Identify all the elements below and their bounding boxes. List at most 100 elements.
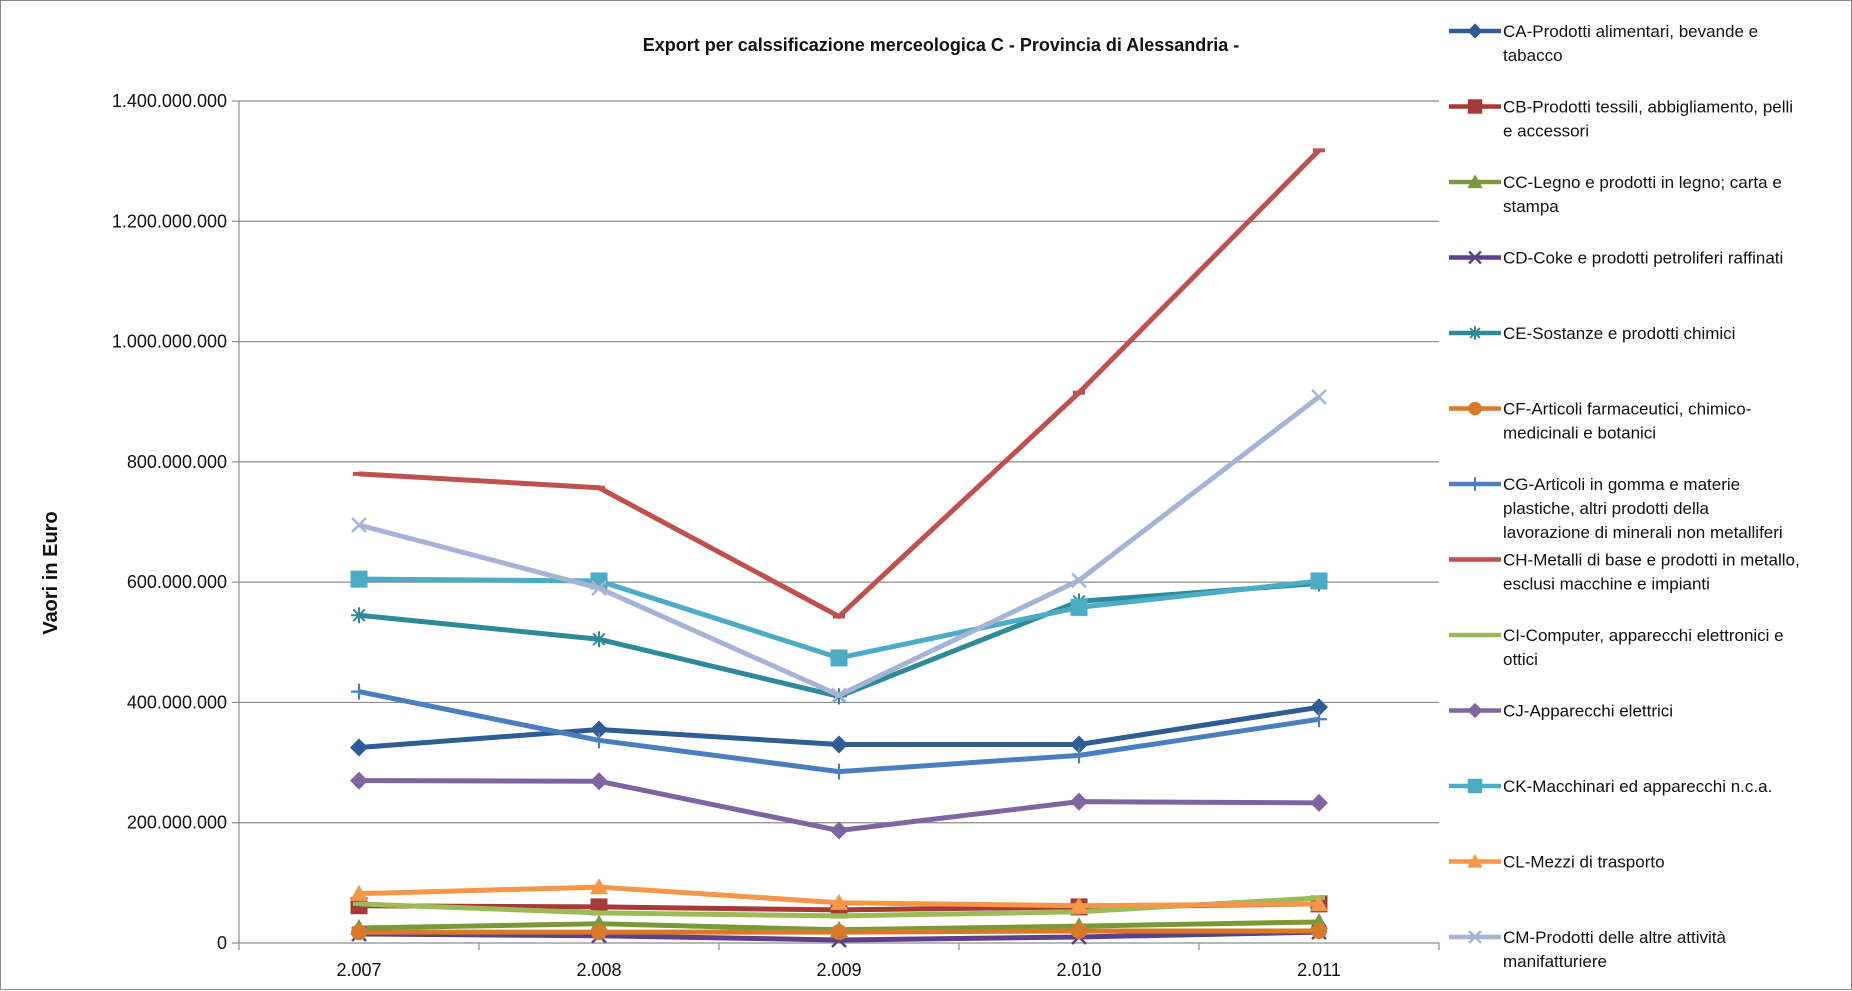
legend-label-line: CF-Articoli farmaceutici, chimico- (1503, 400, 1751, 419)
legend-label-line: CE-Sostanze e prodotti chimici (1503, 324, 1735, 343)
data-point-marker (1467, 99, 1483, 114)
legend-label-line: CI-Computer, apparecchi elettronici e (1503, 626, 1784, 645)
data-point-marker (590, 720, 608, 739)
data-point-marker (591, 924, 607, 941)
series-10 (350, 771, 1328, 840)
series-11 (350, 570, 1328, 667)
data-point-marker (1311, 922, 1327, 939)
legend-label-line: CC-Legno e prodotti in legno; carta e (1503, 173, 1782, 192)
data-point-marker (830, 893, 848, 910)
data-point-marker (350, 884, 368, 901)
legend-label-line: medicinali e botanici (1503, 424, 1656, 443)
legend-entry: CD-Coke e prodotti petroliferi raffinati (1449, 249, 1783, 268)
legend-entry: CH-Metalli di base e prodotti in metallo… (1449, 551, 1800, 594)
data-point-marker (1310, 698, 1328, 717)
y-tick-label: 200.000.000 (127, 813, 227, 833)
legend-label-line: tabacco (1503, 46, 1563, 65)
y-tick-label: 400.000.000 (127, 692, 227, 712)
legend-label-line: esclusi macchine e impianti (1503, 575, 1710, 594)
legend-label: CG-Articoli in gomma e materie plastiche,… (1503, 475, 1783, 542)
series-8 (353, 148, 1325, 619)
chart-title: Export per calssificazione merceologica … (643, 35, 1240, 55)
data-point-marker (590, 772, 608, 791)
data-point-marker (830, 649, 848, 667)
series-line (358, 148, 1321, 619)
legend-label-line: CA-Prodotti alimentari, bevande e (1503, 22, 1758, 41)
legend-label-line: ottici (1503, 650, 1538, 669)
legend-entry: CF-Articoli farmaceutici, chimico-medici… (1449, 400, 1751, 443)
legend-label-line: CG-Articoli in gomma e materie (1503, 475, 1740, 494)
series-lines (350, 148, 1328, 948)
series-6 (351, 922, 1327, 941)
data-point-marker (1467, 702, 1483, 719)
data-point-marker (1468, 250, 1482, 265)
x-tick-label: 2.008 (576, 960, 621, 980)
legend-entry: CM-Prodotti delle altre attività manifatt… (1449, 928, 1727, 971)
data-point-marker (1310, 894, 1328, 912)
data-point-marker (1311, 711, 1327, 728)
data-point-marker (351, 683, 367, 700)
data-point-marker (1071, 747, 1087, 764)
data-point-marker (1070, 896, 1088, 913)
legend-label-line: CL-Mezzi di trasporto (1503, 853, 1665, 872)
y-tick-label: 1.400.000.000 (112, 91, 227, 111)
series-line (358, 580, 1320, 699)
legend-label: CC-Legno e prodotti in legno; carta e sta… (1503, 173, 1782, 216)
data-point-marker (831, 687, 847, 704)
data-point-marker (351, 924, 367, 941)
data-point-marker (1467, 778, 1483, 794)
x-tick-label: 2.007 (336, 960, 381, 980)
legend-entry: CL-Mezzi di trasporto (1449, 853, 1665, 872)
legend-label-line: CM-Prodotti delle altre attività (1503, 928, 1727, 947)
data-point-marker (830, 821, 848, 840)
data-point-marker (1071, 922, 1087, 939)
data-point-marker (350, 771, 368, 790)
data-point-marker (350, 738, 368, 757)
legend-label: CF-Articoli farmaceutici, chimico-medici… (1503, 400, 1751, 443)
data-point-marker (1071, 572, 1087, 589)
data-point-marker (350, 570, 368, 588)
data-point-marker (1310, 793, 1328, 812)
data-point-marker (591, 631, 607, 648)
data-point-marker (1070, 792, 1088, 811)
data-point-marker (831, 763, 847, 780)
series-12 (350, 878, 1328, 913)
data-point-marker (1070, 735, 1088, 754)
data-point-marker (1467, 853, 1483, 868)
legend-entry: CK-Macchinari ed apparecchi n.c.a. (1449, 777, 1772, 796)
legend-label-line: plastiche, altri prodotti della (1503, 499, 1710, 518)
legend-entry: CC-Legno e prodotti in legno; carta e sta… (1449, 173, 1782, 216)
legend-label-line: CD-Coke e prodotti petroliferi raffinati (1503, 249, 1783, 268)
x-tick-label: 2.009 (816, 960, 861, 980)
y-tick-label: 600.000.000 (127, 572, 227, 592)
legend-label: CE-Sostanze e prodotti chimici (1503, 324, 1735, 343)
series-13 (351, 389, 1327, 704)
data-point-marker (1467, 174, 1483, 189)
legend-label-line: CB-Prodotti tessili, abbigliamento, pell… (1503, 98, 1793, 117)
y-tick-label: 1.200.000.000 (112, 211, 227, 231)
legend-entry: CI-Computer, apparecchi elettronici e ott… (1449, 626, 1784, 669)
legend-label: CK-Macchinari ed apparecchi n.c.a. (1503, 777, 1772, 796)
y-tick-label: 800.000.000 (127, 452, 227, 472)
legend-label-line: CK-Macchinari ed apparecchi n.c.a. (1503, 777, 1772, 796)
legend-label: CD-Coke e prodotti petroliferi raffinati (1503, 249, 1783, 268)
legend-entry: CE-Sostanze e prodotti chimici (1449, 324, 1735, 343)
series-1 (350, 698, 1328, 757)
data-point-marker (1070, 598, 1088, 616)
legend-entry: CB-Prodotti tessili, abbigliamento, pell… (1449, 98, 1793, 141)
data-point-marker (1468, 326, 1482, 340)
legend-entry: CG-Articoli in gomma e materie plastiche,… (1449, 475, 1783, 542)
data-point-marker (591, 732, 607, 749)
y-tick-label: 1.000.000.000 (112, 332, 227, 352)
legend-label-line: stampa (1503, 197, 1559, 216)
data-point-marker (1310, 572, 1328, 590)
data-point-marker (830, 735, 848, 754)
axes: 0 200.000.000 400.000.000 600.000.000 800.00… (112, 91, 1440, 980)
legend-label: CJ-Apparecchi elettrici (1503, 702, 1673, 721)
legend-label: CM-Prodotti delle altre attività manifatt… (1503, 928, 1727, 971)
data-point-marker (591, 580, 607, 597)
legend-label: CL-Mezzi di trasporto (1503, 853, 1665, 872)
data-point-marker (590, 878, 608, 895)
data-point-marker (1311, 389, 1327, 405)
